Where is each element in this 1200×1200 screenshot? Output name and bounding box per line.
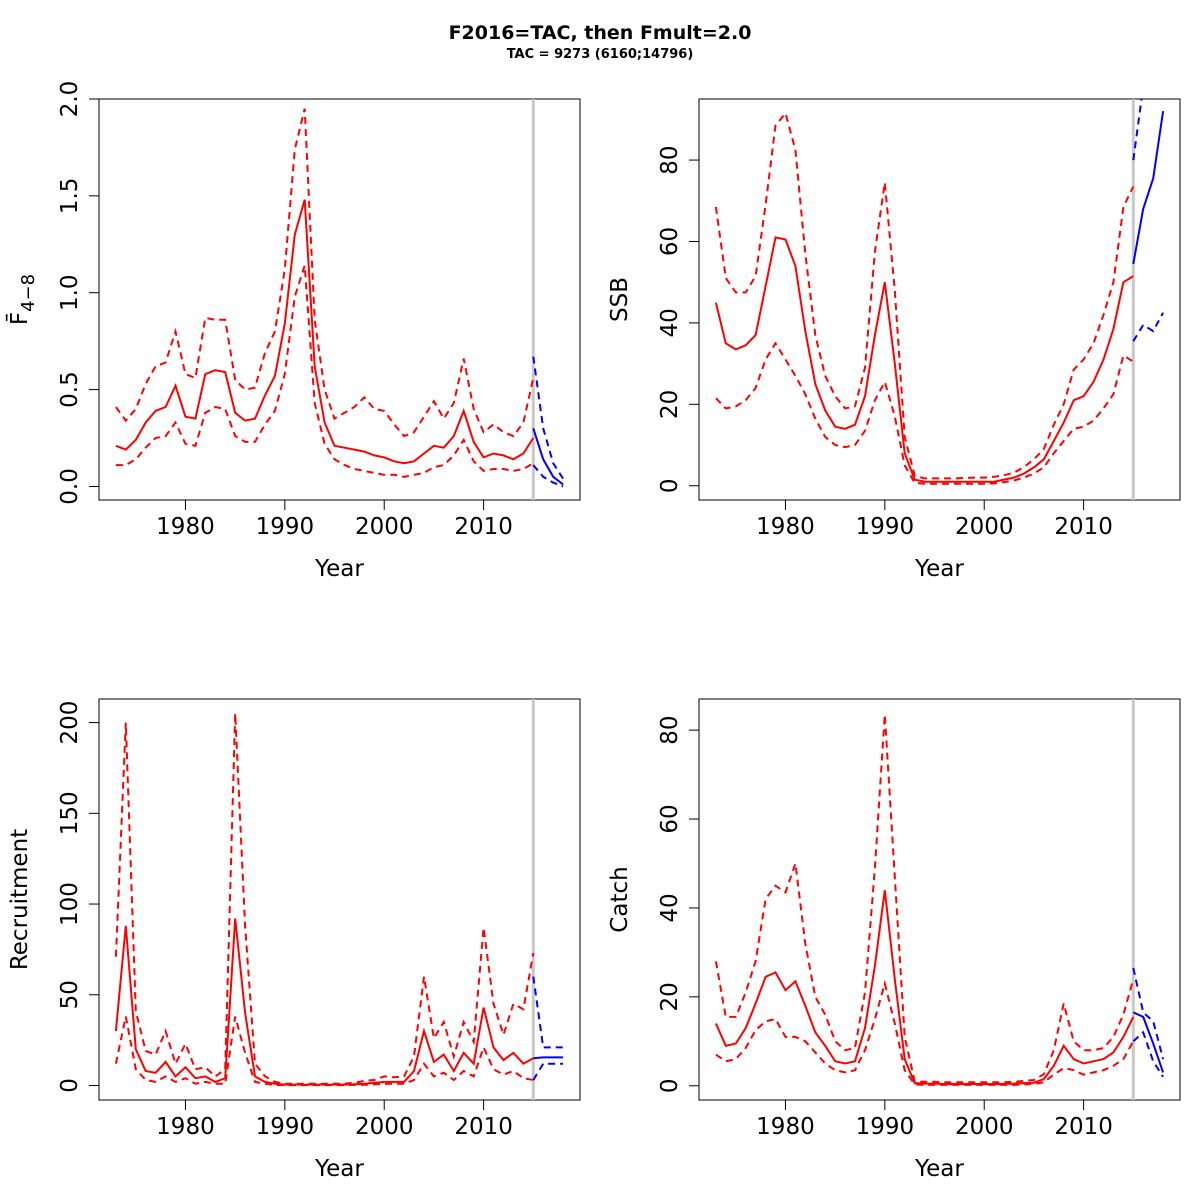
- y-axis-label: SSB: [607, 277, 633, 322]
- y-label-subscript: 4−8: [18, 274, 39, 312]
- y-tick-label: 80: [657, 145, 683, 174]
- projection-upper-bound-line: [532, 976, 564, 1049]
- catch-panel: 1980 1990 2000 2010 0 20 40 60 80 Year Catch: [607, 698, 1181, 1182]
- plot-frame: [98, 98, 581, 501]
- projection-upper-bound-line: [532, 356, 564, 480]
- y-axis-label: F̄4−8: [5, 274, 39, 325]
- x-tick-label: 2000: [355, 1114, 414, 1140]
- y-tick-label: 60: [657, 227, 683, 256]
- y-axis-label: Catch: [607, 866, 633, 932]
- x-tick-label: 1980: [156, 1114, 215, 1140]
- historical-lower-bound-line: [115, 265, 534, 478]
- plot-frame: [698, 98, 1181, 501]
- y-tick-label: 80: [657, 715, 683, 744]
- x-tick-label: 2010: [454, 1114, 513, 1140]
- historical-lower-bound-line: [715, 341, 1134, 485]
- x-tick-label: 2010: [1054, 1114, 1113, 1140]
- y-tick-label: 2.0: [57, 81, 83, 118]
- y-tick-label: 20: [657, 982, 683, 1011]
- historical-lower-bound-line: [114, 1016, 534, 1087]
- x-tick-label: 2010: [1054, 514, 1113, 540]
- x-axis-label: Year: [914, 556, 964, 582]
- x-tick-label: 2010: [454, 514, 513, 540]
- y-tick-label: 0.0: [57, 468, 83, 505]
- x-axis-label: Year: [314, 556, 364, 582]
- y-tick-label: 40: [657, 308, 683, 337]
- x-tick-label: 2000: [955, 1114, 1014, 1140]
- y-tick-label: 1.5: [57, 178, 83, 215]
- x-tick-label: 2000: [355, 514, 414, 540]
- historical-estimate-line: [115, 199, 535, 465]
- historical-upper-bound-line: [114, 713, 535, 1085]
- x-tick-label: 2000: [955, 514, 1014, 540]
- x-tick-label: 1980: [156, 514, 215, 540]
- projection-estimate-line: [1132, 111, 1165, 265]
- y-tick-label: 60: [657, 804, 683, 833]
- x-tick-label: 1980: [756, 1114, 815, 1140]
- f-panel: 1980 1990 2000 2010 0.0 0.5 1.0 1.5 2.0 Year F̄4−8: [5, 81, 581, 582]
- y-tick-label: 150: [57, 791, 83, 835]
- projection-upper-bound-line: [1132, 967, 1165, 1060]
- y-tick-label: 40: [657, 893, 683, 922]
- y-label-main: F̄: [5, 312, 33, 325]
- projection-estimate-line: [1132, 1011, 1165, 1073]
- x-tick-label: 1980: [756, 514, 815, 540]
- x-tick-label: 1990: [856, 1114, 915, 1140]
- historical-upper-bound-line: [714, 111, 1135, 480]
- y-axis-label: Recruitment: [7, 829, 33, 970]
- x-tick-label: 1990: [256, 514, 315, 540]
- y-tick-label: 0.5: [57, 371, 83, 408]
- y-tick-label: 20: [657, 390, 683, 419]
- historical-upper-bound-line: [115, 108, 535, 438]
- x-axis-label: Year: [914, 1156, 964, 1182]
- x-tick-label: 1990: [856, 514, 915, 540]
- projection-lower-bound-line: [1132, 1030, 1164, 1078]
- historical-lower-bound-line: [715, 979, 1135, 1086]
- historical-estimate-line: [714, 890, 1135, 1085]
- ssb-panel: 1980 1990 2000 2010 0 20 40 60 80 Year SSB: [607, 98, 1181, 582]
- historical-upper-bound-line: [714, 714, 1135, 1084]
- y-tick-label: 200: [57, 701, 83, 745]
- y-tick-label: 0: [657, 1078, 683, 1093]
- x-tick-label: 1990: [256, 1114, 315, 1140]
- y-tick-label: 0: [57, 1078, 83, 1093]
- plot-frame: [98, 698, 581, 1101]
- historical-estimate-line: [714, 236, 1134, 483]
- projection-upper-bound-line: [1132, 99, 1143, 161]
- y-tick-label: 0: [657, 478, 683, 493]
- chart-title: F2016=TAC, then Fmult=2.0: [448, 22, 752, 44]
- projection-lower-bound-line: [532, 1062, 564, 1081]
- x-axis-label: Year: [314, 1156, 364, 1182]
- chart-subtitle: TAC = 9273 (6160;14796): [506, 47, 694, 62]
- recruitment-panel: 1980 1990 2000 2010 0 50 100 150 200 Year Recruitm…: [7, 698, 581, 1182]
- y-tick-label: 50: [57, 980, 83, 1009]
- y-tick-label: 100: [57, 882, 83, 926]
- projection-estimate-line: [532, 427, 564, 486]
- projection-lower-bound-line: [1132, 312, 1164, 342]
- y-tick-label: 1.0: [57, 274, 83, 311]
- projection-estimate-line: [533, 1056, 564, 1060]
- plot-frame: [698, 698, 1181, 1101]
